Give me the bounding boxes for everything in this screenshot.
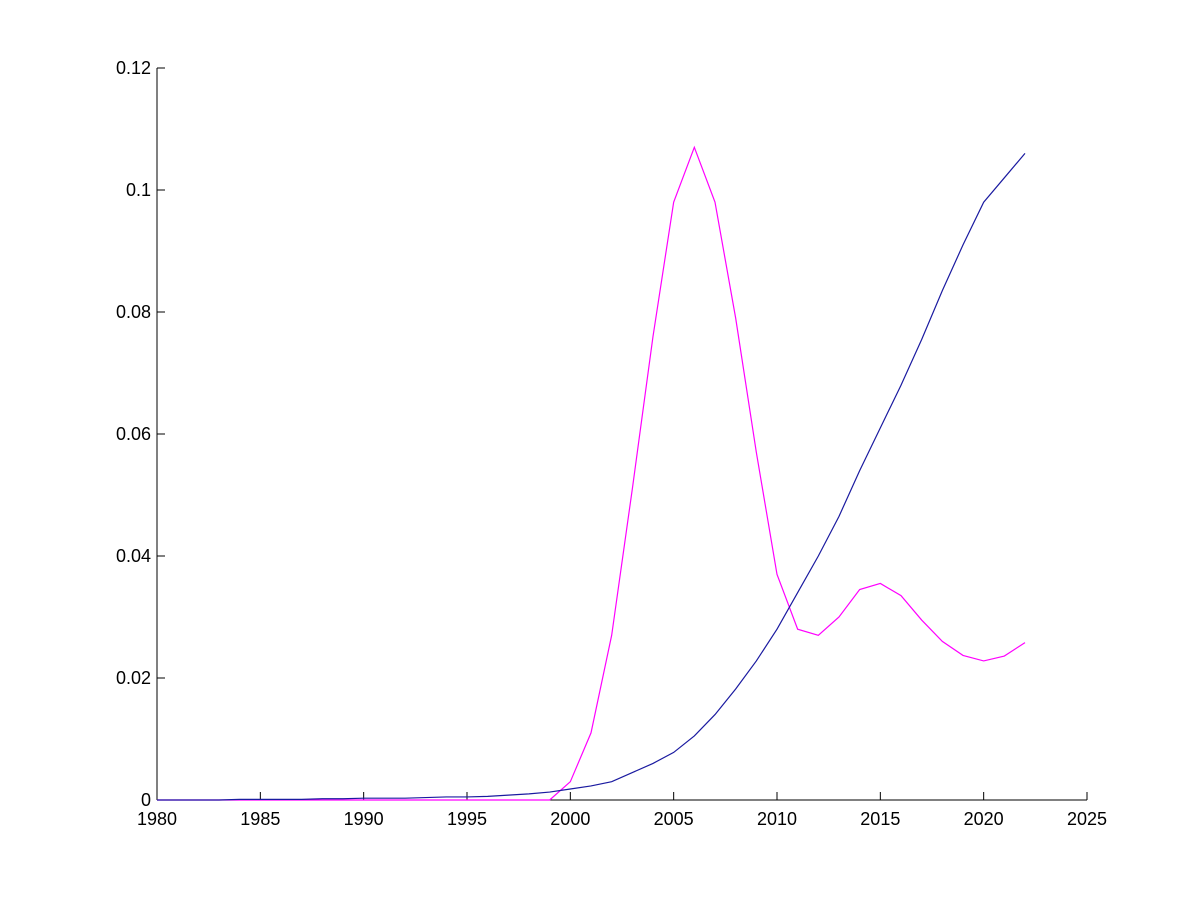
x-tick-label: 2010 xyxy=(757,809,797,829)
y-tick-label: 0.08 xyxy=(116,302,151,322)
x-tick-label: 1990 xyxy=(344,809,384,829)
y-tick-label: 0.04 xyxy=(116,546,151,566)
y-tick-label: 0.1 xyxy=(126,180,151,200)
x-tick-label: 2000 xyxy=(550,809,590,829)
series-line xyxy=(157,153,1026,801)
y-tick-label: 0.06 xyxy=(116,424,151,444)
x-tick-label: 1985 xyxy=(240,809,280,829)
series-line xyxy=(157,145,1026,801)
y-tick-label: 0 xyxy=(141,790,151,810)
y-tick-label: 0.02 xyxy=(116,668,151,688)
x-tick-label: 1980 xyxy=(137,809,177,829)
x-tick-label: 2005 xyxy=(654,809,694,829)
x-tick-label: 1995 xyxy=(447,809,487,829)
x-tick-label: 2020 xyxy=(964,809,1004,829)
x-tick-label: 2015 xyxy=(860,809,900,829)
x-tick-label: 2025 xyxy=(1067,809,1107,829)
y-tick-label: 0.12 xyxy=(116,58,151,78)
